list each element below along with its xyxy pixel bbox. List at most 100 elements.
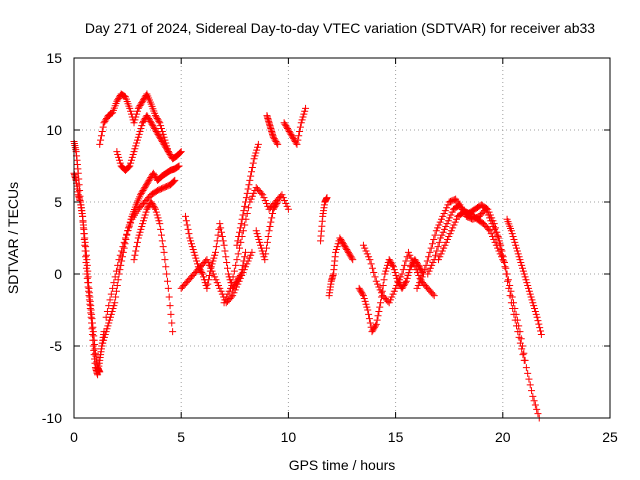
data-point-arc-F [151, 125, 159, 133]
data-point-arc-P [344, 248, 352, 256]
data-point-arc-L [258, 247, 266, 255]
data-point-arc-H [199, 273, 207, 281]
data-point-arc-Q [363, 303, 371, 311]
data-point-arc-Q [371, 323, 379, 331]
data-point-arc-G [149, 201, 157, 209]
data-point-arc-E [107, 290, 115, 298]
data-point-arc-G [152, 208, 160, 216]
data-point-arc-N [286, 129, 294, 137]
data-point-arc-D [173, 163, 181, 171]
grid [74, 58, 610, 418]
data-point-arc-T [435, 238, 443, 246]
data-point-arc-J [223, 293, 231, 301]
data-point-arc-H [224, 264, 232, 272]
data-point-arc-H [217, 224, 225, 232]
data-point-arc-P [333, 243, 341, 251]
data-point-arc-G [163, 277, 171, 285]
data-point-arc-H [216, 220, 224, 228]
data-point-arc-R [386, 296, 394, 304]
data-point-arc-F [136, 127, 144, 135]
data-point-arc-T [510, 310, 518, 318]
data-point-arc-B [96, 368, 104, 376]
data-point-arc-T [439, 228, 447, 236]
data-point-arc-N [295, 132, 303, 140]
data-point-arc-I [216, 284, 224, 292]
data-point-arc-C [135, 103, 143, 111]
data-point-arc-K [238, 215, 246, 223]
plot-frame [73, 57, 611, 419]
data-point-arc-I [244, 257, 252, 265]
data-point-arc-T [434, 243, 442, 251]
data-point-arc-I [238, 271, 246, 279]
data-point-arc-H [210, 254, 218, 262]
data-point-arc-F [151, 126, 159, 134]
data-point-arc-E [115, 256, 123, 264]
data-point-arc-J [220, 299, 228, 307]
data-point-arc-U [434, 256, 442, 264]
data-point-arc-R [404, 248, 412, 256]
data-point-arc-C [114, 96, 122, 104]
data-point-arc-N [284, 125, 292, 133]
data-point-arc-Q [364, 306, 372, 314]
data-point-arc-H [212, 243, 220, 251]
data-point-arc-T [438, 231, 446, 239]
data-point-arc-V [508, 230, 516, 238]
data-point-arc-D [107, 310, 115, 318]
data-point-arc-E [171, 176, 179, 184]
data-point-arc-D [150, 171, 158, 179]
data-point-arc-C [151, 112, 159, 120]
data-point-arc-G [135, 231, 143, 239]
data-point-arc-G [151, 204, 159, 212]
x-tick-label: 0 [70, 429, 78, 445]
data-point-arc-S [443, 204, 451, 212]
data-point-arc-S [418, 273, 426, 281]
data-point-arc-I [234, 280, 242, 288]
data-point-arc-N [290, 135, 298, 143]
data-point-arc-M [270, 135, 278, 143]
data-point-arc-U [437, 250, 445, 258]
data-point-arc-H [184, 225, 192, 233]
data-point-arc-F [175, 149, 183, 157]
data-point-arc-D [100, 333, 108, 341]
data-point-arc-P [341, 243, 349, 251]
data-point-arc-G [164, 284, 172, 292]
data-point-arc-I [209, 270, 217, 278]
data-point-arc-T [431, 251, 439, 259]
data-point-arc-Q [365, 310, 373, 318]
data-point-arc-J [243, 210, 251, 218]
data-point-arc-P [346, 251, 354, 259]
data-point-arc-U [447, 227, 455, 235]
data-point-arc-U [496, 250, 504, 258]
data-point-arc-F [145, 116, 153, 124]
data-point-arc-K [251, 152, 259, 160]
data-point-arc-R [370, 269, 378, 277]
data-point-arc-L [254, 233, 262, 241]
data-point-arc-E [124, 227, 132, 235]
y-tick-label: -5 [50, 338, 63, 354]
data-point-arc-Q [358, 289, 366, 297]
data-point-arc-Q [373, 316, 381, 324]
data-point-arc-K [233, 241, 241, 249]
data-point-arc-G [159, 243, 167, 251]
data-point-arc-N [282, 122, 290, 130]
data-point-arc-G [133, 243, 141, 251]
data-point-arc-S [431, 231, 439, 239]
data-point-arc-G [153, 211, 161, 219]
data-point-arc-H [203, 284, 211, 292]
data-point-arc-P [338, 237, 346, 245]
data-point-arc-C [100, 119, 108, 127]
data-point-arc-J [221, 296, 229, 304]
data-point-arc-H [183, 221, 191, 229]
data-point-arc-V [513, 247, 521, 255]
data-point-arc-Q [359, 292, 367, 300]
data-point-arc-J [279, 194, 287, 202]
data-point-arc-L [262, 250, 270, 258]
data-point-arc-N [292, 139, 300, 147]
data-point-arc-R [362, 247, 370, 255]
data-point-arc-L [271, 202, 279, 210]
data-point-arc-T [516, 339, 524, 347]
data-point-arc-L [256, 238, 264, 246]
data-point-arc-D [174, 163, 182, 171]
data-point-arc-I [212, 276, 220, 284]
data-point-arc-J [224, 290, 232, 298]
